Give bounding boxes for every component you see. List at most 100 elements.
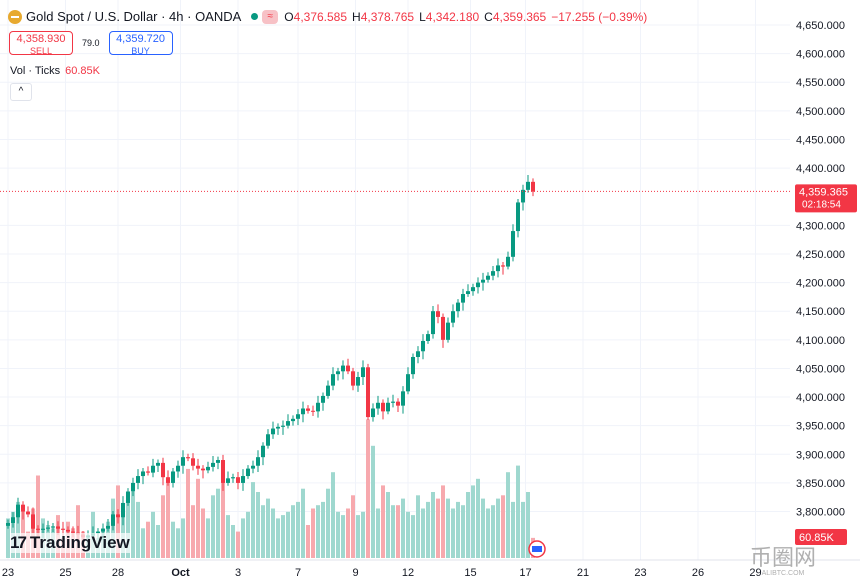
candle-body	[266, 434, 270, 446]
tradingview-logo-text: TradingView	[29, 533, 130, 552]
sell-button[interactable]: 4,358.930 SELL	[9, 31, 73, 56]
volume-bar	[196, 478, 200, 558]
volume-bar	[426, 501, 430, 558]
candle-body	[286, 421, 290, 426]
candle-body	[181, 457, 185, 466]
volume-bar	[371, 445, 375, 558]
time-axis-label: 23	[634, 567, 646, 579]
candle-body	[391, 401, 395, 403]
candle-body	[21, 504, 25, 512]
symbol-legend: Gold Spot / U.S. Dollar · 4h · OANDA ≈ O…	[8, 9, 652, 24]
candle-body	[126, 491, 130, 503]
price-axis-label: 4,300.000	[796, 220, 845, 232]
ohlc-high: H4,378.765	[352, 9, 415, 24]
candle-body	[221, 460, 225, 483]
volume-bar	[241, 518, 245, 558]
candle-body	[451, 311, 455, 323]
candle-body	[351, 371, 355, 386]
time-axis-label: 29	[749, 567, 761, 579]
candle-body	[31, 514, 35, 529]
volume-bar	[256, 492, 260, 558]
volume-bar	[231, 525, 235, 558]
volume-bar	[266, 498, 270, 558]
candle-body	[296, 414, 300, 419]
time-axis-label: 25	[59, 567, 71, 579]
volume-bar	[476, 478, 480, 558]
tradingview-logo[interactable]: 17 TradingView	[10, 533, 130, 553]
price-axis-label: 4,200.000	[796, 278, 845, 290]
candle-body	[186, 457, 190, 459]
volume-bar	[171, 521, 175, 558]
volume-bar	[301, 488, 305, 558]
buy-price: 4,359.720	[116, 33, 165, 45]
candle-body	[396, 401, 400, 406]
candle-body	[406, 374, 410, 392]
candle-body	[416, 351, 420, 357]
candle-body	[291, 418, 295, 422]
volume-bar	[236, 531, 240, 558]
volume-legend[interactable]: Vol · Ticks 60.85K	[10, 65, 100, 77]
candle-body	[511, 231, 515, 257]
candle-body	[116, 514, 120, 518]
time-axis-label: Oct	[171, 567, 190, 579]
volume-value-tag	[795, 529, 847, 545]
candle-body	[356, 377, 360, 386]
sell-price: 4,358.930	[16, 33, 66, 45]
candle-body	[521, 189, 525, 203]
collapse-legend-button[interactable]: ^	[10, 83, 32, 101]
candle-body	[226, 478, 230, 483]
volume-legend-label: Vol · Ticks	[10, 65, 61, 77]
volume-bar	[206, 518, 210, 558]
price-axis-label: 3,900.000	[796, 449, 845, 461]
candle-body	[176, 465, 180, 472]
bar-countdown-label: 02:18:54	[802, 199, 841, 210]
volume-bar	[456, 501, 460, 558]
candle-body	[136, 476, 140, 483]
volume-bar	[391, 505, 395, 558]
candle-body	[426, 334, 430, 341]
volume-bar	[201, 508, 205, 558]
candle-body	[526, 181, 530, 190]
candle-body	[281, 425, 285, 427]
candle-body	[531, 181, 535, 192]
candle-body	[56, 526, 60, 529]
volume-bar	[511, 501, 515, 558]
candle-body	[336, 371, 340, 375]
candle-body	[376, 402, 380, 409]
volume-bar	[311, 508, 315, 558]
volume-bar	[396, 505, 400, 558]
candle-body	[26, 511, 30, 515]
candle-body	[361, 367, 365, 378]
price-change: −17.255 (−0.39%)	[551, 9, 648, 24]
symbol-title[interactable]: Gold Spot / U.S. Dollar · 4h · OANDA	[26, 9, 242, 24]
candle-body	[141, 471, 145, 477]
volume-bar	[271, 508, 275, 558]
buy-button[interactable]: 4,359.720 BUY	[108, 31, 173, 56]
candle-body	[96, 531, 100, 534]
candle-body	[331, 374, 335, 386]
volume-bar	[441, 485, 445, 558]
price-axis-label: 4,450.000	[796, 134, 845, 146]
volume-bar	[16, 501, 20, 558]
volume-bar	[126, 498, 130, 558]
volume-bar	[6, 518, 10, 558]
candle-body	[66, 529, 70, 532]
candle-body	[236, 477, 240, 483]
volume-bar	[281, 515, 285, 558]
volume-bar	[251, 482, 255, 558]
price-axis-label: 4,000.000	[796, 392, 845, 404]
volume-bar	[191, 505, 195, 558]
volume-bar	[326, 488, 330, 558]
volume-bar	[351, 495, 355, 558]
candle-body	[171, 471, 175, 483]
time-axis-label: 15	[464, 567, 476, 579]
volume-bar	[436, 498, 440, 558]
price-axis-label: 4,100.000	[796, 335, 845, 347]
candle-body	[421, 340, 425, 352]
market-open-status-icon	[251, 13, 259, 20]
volume-bar	[161, 495, 165, 558]
candle-body	[371, 408, 375, 418]
volume-bar	[276, 518, 280, 558]
approx-data-badge[interactable]: ≈	[262, 9, 279, 24]
